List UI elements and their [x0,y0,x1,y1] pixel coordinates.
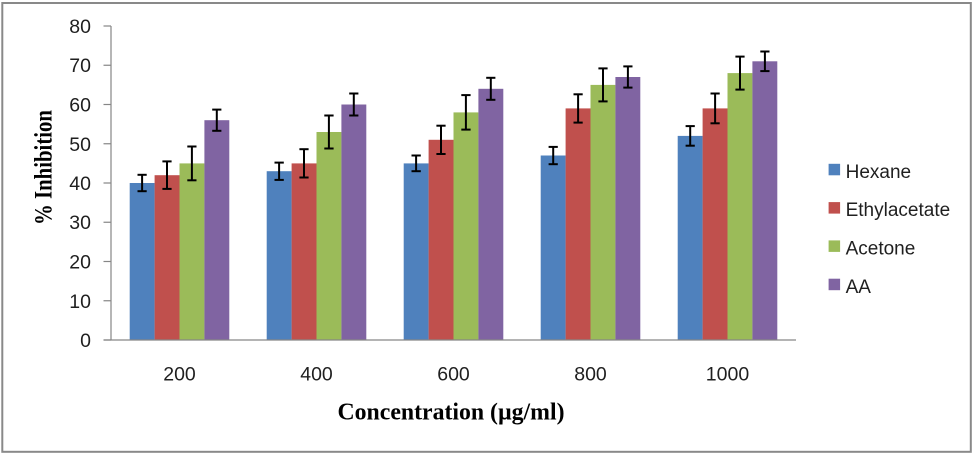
svg-text:20: 20 [69,252,91,274]
svg-text:80: 80 [69,16,91,38]
svg-text:Hexane: Hexane [846,162,912,183]
svg-text:60: 60 [69,95,91,117]
svg-text:200: 200 [163,364,196,386]
svg-text:AA: AA [846,277,872,298]
svg-text:1000: 1000 [706,364,750,386]
svg-text:% Inhibition: % Inhibition [31,110,58,225]
svg-text:40: 40 [69,173,91,195]
svg-text:0: 0 [80,330,91,352]
svg-text:70: 70 [69,55,91,77]
svg-text:30: 30 [69,212,91,234]
svg-text:10: 10 [69,291,91,313]
svg-text:800: 800 [574,364,607,386]
svg-text:Ethylacetate: Ethylacetate [846,200,951,221]
svg-text:Acetone: Acetone [846,239,916,260]
svg-text:Concentration (µg/ml): Concentration (µg/ml) [338,399,565,426]
svg-text:400: 400 [300,364,333,386]
svg-text:50: 50 [69,134,91,156]
svg-text:600: 600 [437,364,470,386]
